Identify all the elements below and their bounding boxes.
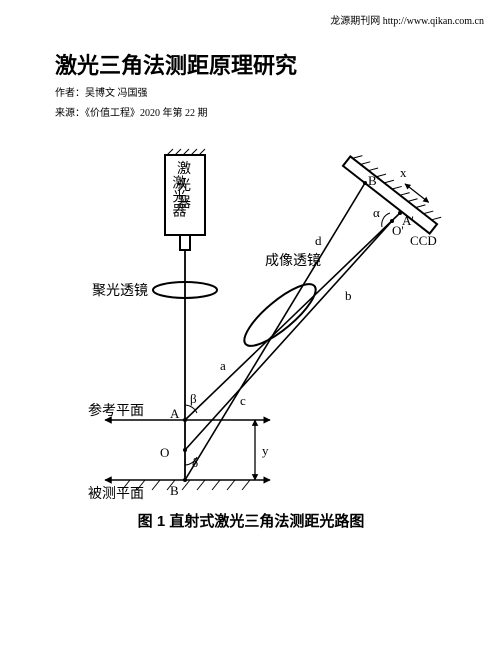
angle-delta: δ [185,455,198,470]
svg-text:β: β [190,391,197,406]
ccd-label: CCD [410,233,437,248]
svg-text:聚光透镜: 聚光透镜 [92,283,148,299]
imaging-lens [237,275,324,354]
point-Bprime: B' [368,173,379,188]
x-label: x [400,165,407,180]
measured-plane: 被测平面 [88,480,270,502]
paper-title: 激光三角法测距原理研究 [55,48,297,80]
svg-text:被测平面: 被测平面 [88,486,144,502]
seg-a: a [220,358,226,373]
svg-text:器: 器 [177,196,191,211]
figure-1-caption: 图 1 直射式激光三角法测距光路图 [0,510,502,531]
svg-text:α: α [373,205,380,220]
svg-text:光: 光 [177,178,191,194]
seg-c: c [240,393,246,408]
svg-text:δ: δ [192,455,198,470]
point-O: O [160,445,169,460]
seg-b: b [345,288,352,303]
angle-alpha: α [373,205,390,227]
svg-text:激: 激 [177,160,191,177]
point-A: A [170,406,180,421]
point-B: B [170,483,179,498]
figure-1-optical-diagram: 激光器 激 光 器 聚光透镜 成像透镜 [70,135,450,535]
focus-lens: 聚光透镜 [92,282,217,299]
source-line: 来源：《价值工程》2020 年第 22 期 [55,104,208,119]
imaging-lens-label: 成像透镜 [265,253,321,269]
site-header-link: 龙源期刊网 http://www.qikan.com.cn [330,12,484,27]
optical-rays [185,183,400,480]
laser-device: 激光器 激 光 器 [165,149,205,250]
seg-d: d [315,233,322,248]
svg-text:参考平面: 参考平面 [88,402,144,419]
angle-beta: β [185,391,197,413]
svg-text:y: y [262,443,269,458]
authors-line: 作者：吴博文 冯国强 [55,84,148,99]
point-Aprime: A' [402,213,414,228]
y-dimension: y [255,420,269,480]
